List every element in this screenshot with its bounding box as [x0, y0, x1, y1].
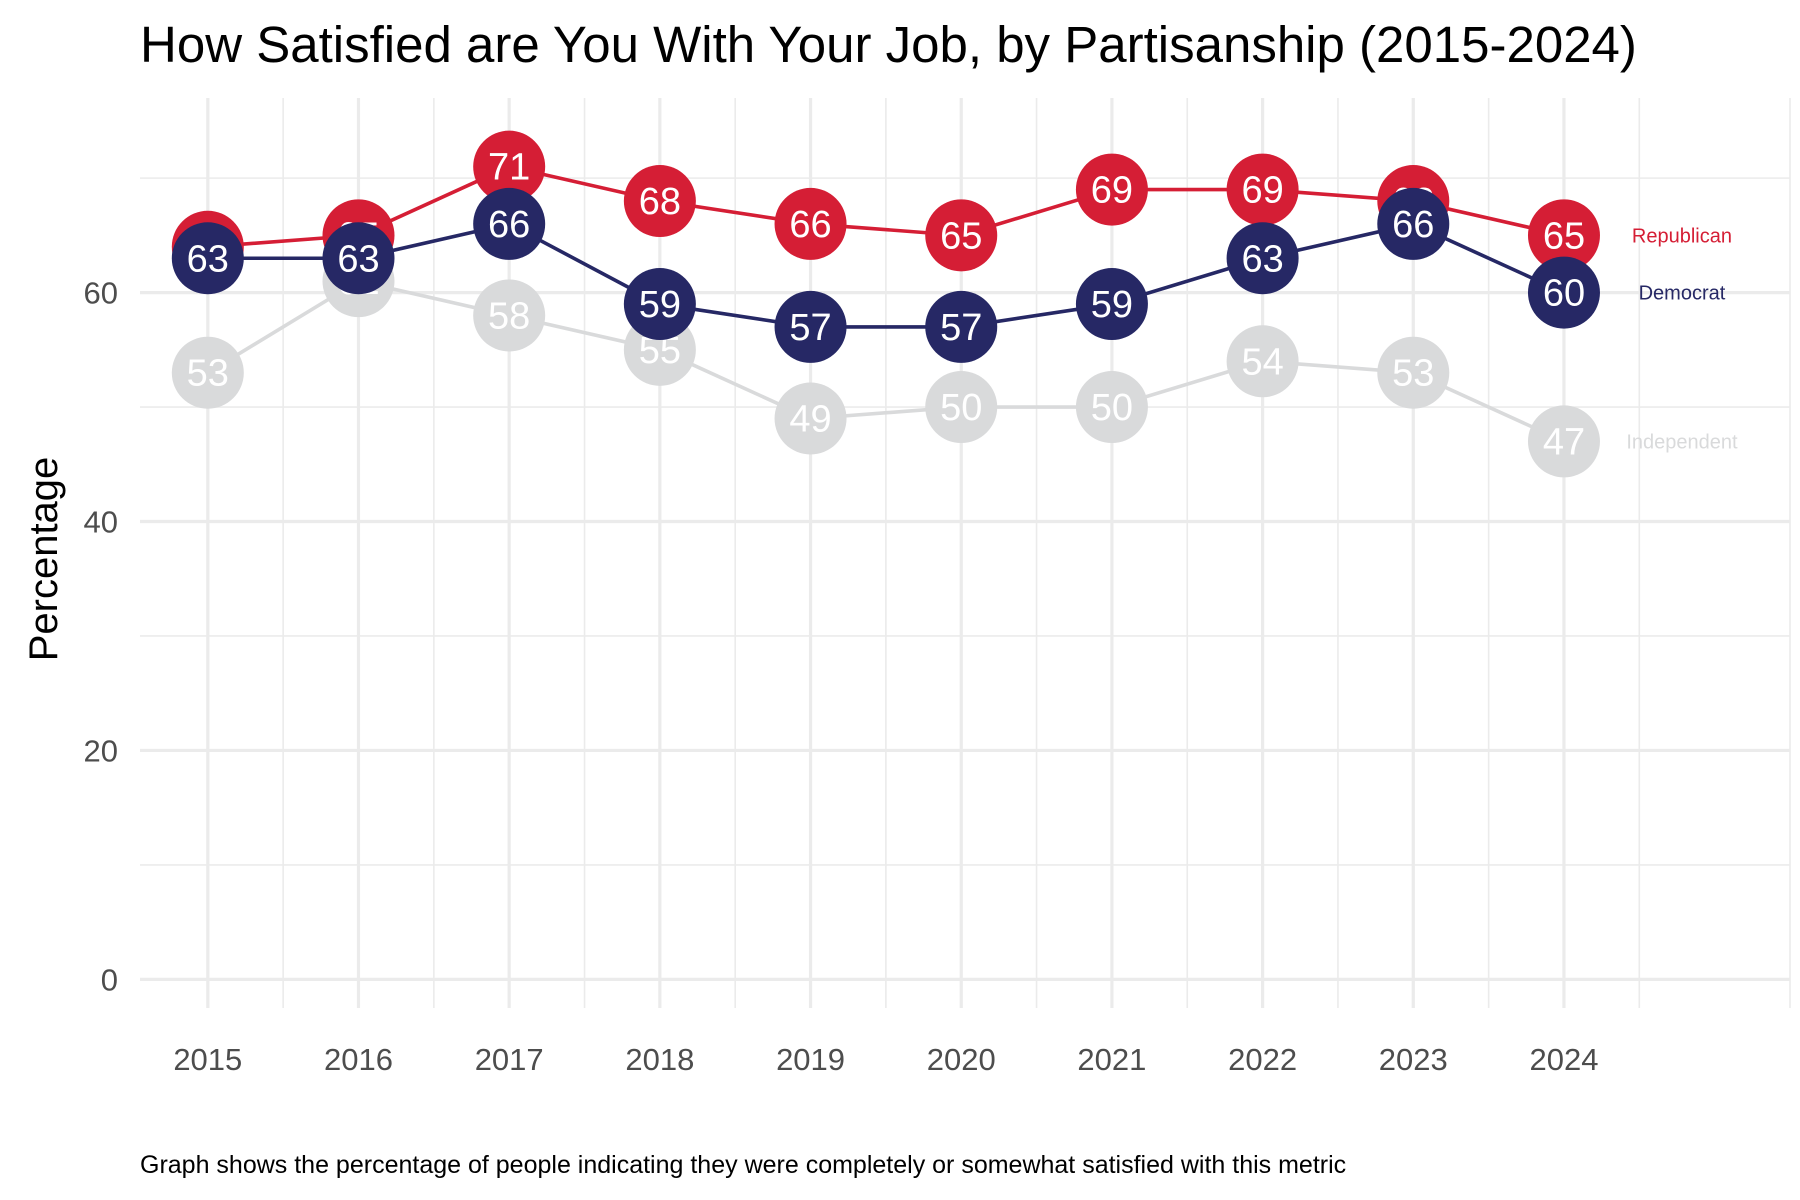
data-label-democrat: 59 [1091, 284, 1133, 326]
x-tick-label: 2024 [1529, 1042, 1598, 1077]
x-tick-label: 2018 [625, 1042, 694, 1077]
series-line-democrat [207, 222, 1565, 329]
data-label-democrat: 59 [639, 284, 681, 326]
data-label-republican: 69 [1241, 170, 1283, 212]
y-tick-label: 60 [84, 276, 118, 311]
series-name-label-democrat: Democrat [1639, 283, 1726, 305]
data-label-independent: 50 [1091, 387, 1133, 429]
data-point-democrat [623, 268, 696, 341]
chart-title: How Satisfied are You With Your Job, by … [140, 16, 1637, 73]
y-tick-label: 20 [84, 733, 118, 768]
data-label-independent: 58 [488, 295, 530, 337]
data-point-independent [1377, 336, 1450, 409]
y-tick-label: 40 [84, 505, 118, 540]
data-label-democrat: 60 [1543, 273, 1585, 315]
data-label-democrat: 57 [940, 307, 982, 349]
series-name-label-independent: Independent [1626, 431, 1738, 453]
data-point-independent [1075, 371, 1148, 444]
data-point-republican [1226, 153, 1299, 226]
data-label-independent: 49 [789, 399, 831, 441]
data-point-republican [1075, 153, 1148, 226]
data-point-democrat [774, 290, 847, 363]
data-label-republican: 65 [940, 215, 982, 257]
x-tick-label: 2020 [927, 1042, 996, 1077]
data-label-democrat: 66 [488, 204, 530, 246]
x-tick-label: 2022 [1228, 1042, 1297, 1077]
y-tick-label: 0 [101, 962, 118, 997]
data-point-republican [623, 165, 696, 238]
data-point-republican [774, 187, 847, 260]
data-point-democrat [925, 290, 998, 363]
data-label-independent: 47 [1543, 421, 1585, 463]
data-point-independent [1226, 325, 1299, 398]
data-label-independent: 50 [940, 387, 982, 429]
data-point-republican [1527, 199, 1600, 272]
data-point-democrat [1377, 187, 1450, 260]
data-label-democrat: 57 [789, 307, 831, 349]
chart-caption: Graph shows the percentage of people ind… [140, 1151, 1346, 1179]
data-label-republican: 69 [1091, 170, 1133, 212]
data-label-independent: 53 [1392, 353, 1434, 395]
x-tick-label: 2016 [324, 1042, 393, 1077]
data-label-republican: 68 [639, 181, 681, 223]
data-point-democrat [1527, 256, 1600, 329]
series-democrat: 63 63 66 59 57 57 59 63 66 60 Democrat [171, 187, 1726, 363]
data-point-republican [925, 199, 998, 272]
data-label-independent: 53 [187, 353, 229, 395]
data-label-democrat: 63 [337, 238, 379, 280]
data-label-independent: 54 [1241, 341, 1283, 383]
x-tick-label: 2021 [1077, 1042, 1146, 1077]
series-republican: 64657168666569696865Republican [171, 130, 1732, 283]
data-label-republican: 71 [488, 147, 530, 189]
series-group: 53615855495050545347Independent646571686… [171, 130, 1738, 478]
series-name-label-republican: Republican [1632, 225, 1732, 247]
data-point-independent [1527, 405, 1600, 478]
x-tick-label: 2015 [173, 1042, 242, 1077]
data-point-democrat [1226, 222, 1299, 295]
data-label-democrat: 66 [1392, 204, 1434, 246]
data-point-independent [473, 279, 546, 352]
data-label-democrat: 63 [187, 238, 229, 280]
data-point-democrat [322, 222, 395, 295]
y-axis-label: Percentage [22, 457, 66, 662]
data-label-republican: 66 [789, 204, 831, 246]
data-label-democrat: 63 [1241, 238, 1283, 280]
series-line-republican [207, 164, 1565, 249]
data-point-democrat [473, 187, 546, 260]
y-axis-ticks: 0 20 40 60 [84, 276, 118, 998]
x-axis-ticks: 2015 2016 2017 2018 2019 2020 2021 2022 2023 2024 [173, 1042, 1598, 1077]
series-line-independent [206, 279, 1565, 444]
x-tick-label: 2019 [776, 1042, 845, 1077]
data-label-republican: 65 [1543, 215, 1585, 257]
data-point-democrat [1075, 268, 1148, 341]
data-point-republican [473, 130, 546, 203]
x-tick-label: 2017 [475, 1042, 544, 1077]
data-point-independent [171, 336, 244, 409]
data-point-independent [774, 382, 847, 455]
data-point-democrat [171, 222, 244, 295]
data-point-independent [925, 371, 998, 444]
x-tick-label: 2023 [1379, 1042, 1448, 1077]
